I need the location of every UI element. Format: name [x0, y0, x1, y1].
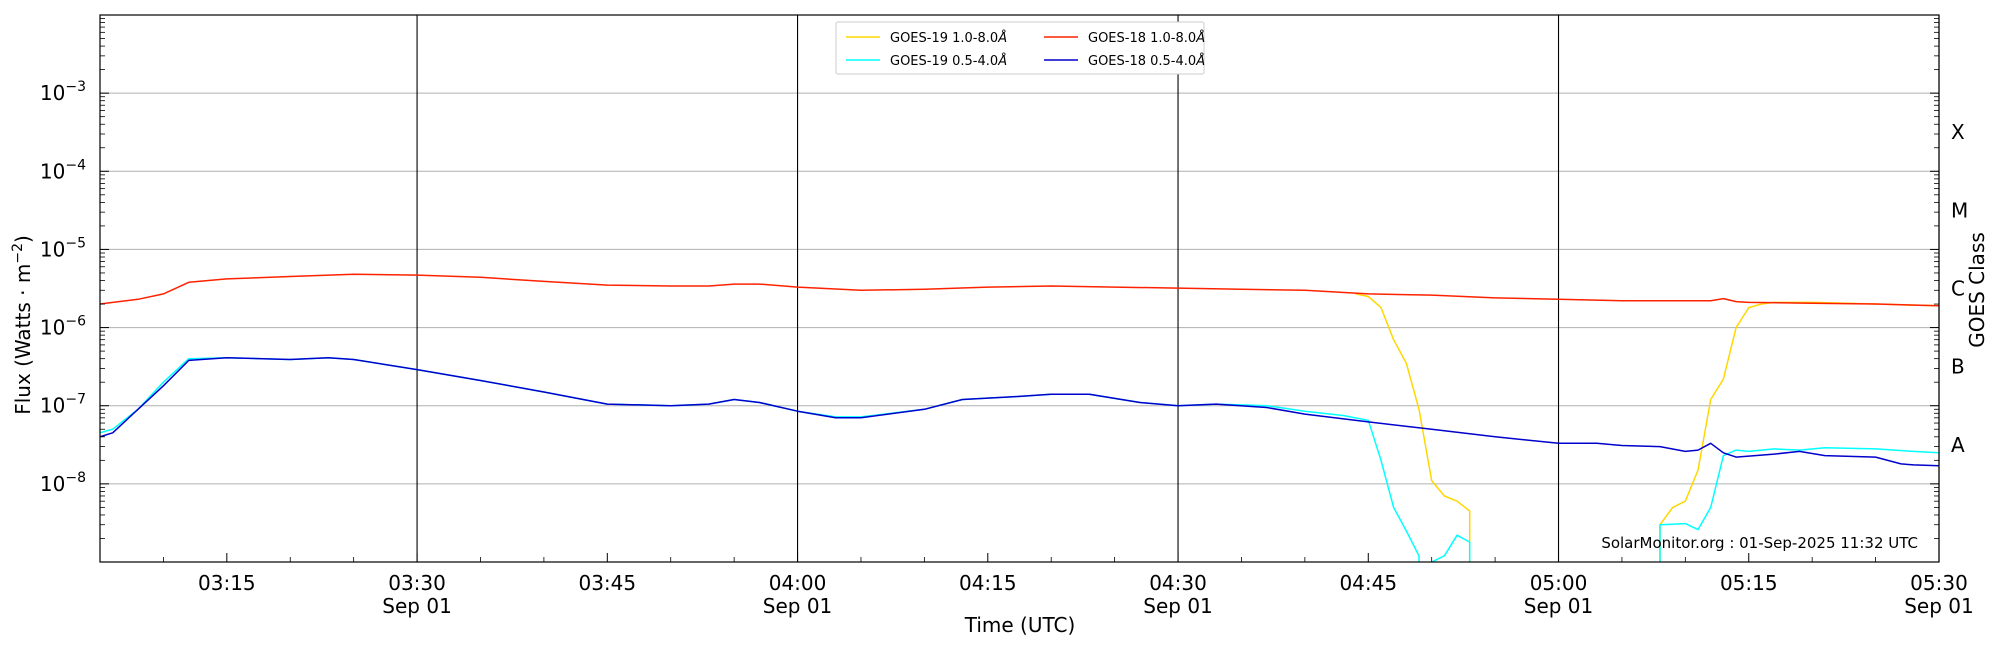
x-tick-date-label: Sep 01: [763, 594, 833, 618]
series-line: [100, 357, 1939, 467]
goes-class-label: B: [1951, 355, 1965, 379]
x-tick-label: 03:45: [578, 571, 636, 595]
y-tick-label: 10−8: [40, 470, 86, 496]
x-tick-label: 04:30: [1149, 571, 1207, 595]
x-tick-date-label: Sep 01: [382, 594, 452, 618]
series-lines: [100, 273, 1939, 562]
goes-class-label: A: [1951, 433, 1965, 457]
x-tick-label: 05:15: [1720, 571, 1778, 595]
y-tick-label: 10−5: [40, 235, 86, 261]
x-tick-label: 05:00: [1530, 571, 1588, 595]
y-axis-label: Flux (Watts · m−2): [10, 235, 35, 415]
goes-class-axis-label: GOES Class: [1965, 232, 1989, 348]
y-tick-label: 10−6: [40, 314, 86, 340]
x-tick-label: 04:00: [769, 571, 827, 595]
goes-class-label: M: [1951, 198, 1968, 222]
gridlines: [100, 92, 1939, 485]
y-tick-labels: 10−8 10−7 10−6 10−5 10−4 10−3: [40, 79, 86, 496]
legend-label: GOES-19 0.5-4.0Å: [890, 53, 1007, 69]
x-axis-label: Time (UTC): [964, 613, 1076, 637]
axis-ticks: [99, 14, 1940, 563]
x-tick-label: 04:15: [959, 571, 1017, 595]
legend-label: GOES-18 0.5-4.0Å: [1088, 53, 1205, 69]
x-tick-date-label: Sep 01: [1143, 594, 1213, 618]
x-tick-label: 04:45: [1339, 571, 1397, 595]
goes-class-label: C: [1951, 277, 1965, 301]
x-tick-label: 03:30: [388, 571, 446, 595]
x-tick-label: 03:15: [198, 571, 256, 595]
legend-box: [835, 21, 1205, 75]
legend-label: GOES-19 1.0-8.0Å: [890, 30, 1007, 46]
goes-class-labels: A B C M X: [1951, 120, 1968, 457]
legend-label: GOES-18 1.0-8.0Å: [1088, 30, 1205, 46]
credit-text: SolarMonitor.org : 01-Sep-2025 11:32 UTC: [1601, 534, 1918, 552]
plot-frame: [99, 14, 1940, 563]
x-tick-label: 05:30: [1910, 571, 1968, 595]
x-tick-date-label: Sep 01: [1524, 594, 1594, 618]
y-tick-label: 10−4: [40, 157, 86, 183]
y-tick-label: 10−7: [40, 392, 86, 418]
y-tick-label: 10−3: [40, 79, 86, 105]
x-tick-date-label: Sep 01: [1904, 594, 1974, 618]
series-line: [100, 273, 1939, 307]
legend: GOES-19 1.0-8.0Å GOES-19 0.5-4.0Å GOES-18 …: [835, 21, 1205, 75]
goes-class-label: X: [1951, 120, 1965, 144]
